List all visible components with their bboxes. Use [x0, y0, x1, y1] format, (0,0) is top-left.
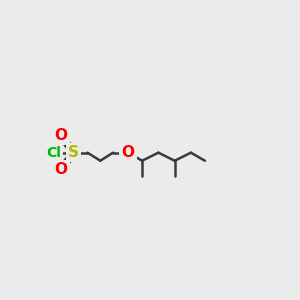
Text: O: O [122, 145, 135, 160]
Text: O: O [54, 128, 67, 143]
Text: S: S [68, 145, 79, 160]
Text: Cl: Cl [46, 146, 61, 160]
Text: O: O [54, 163, 67, 178]
